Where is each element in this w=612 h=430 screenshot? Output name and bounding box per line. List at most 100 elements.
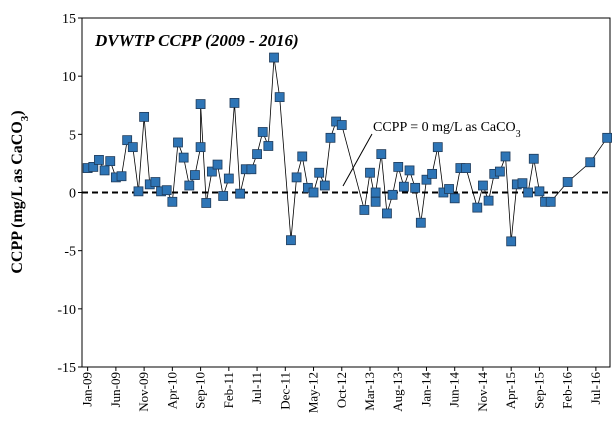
- point-marker: [173, 137, 183, 148]
- point-marker: [494, 166, 505, 177]
- x-tick-label: Mar-13: [362, 372, 377, 411]
- x-tick-label: Jul-16: [588, 372, 603, 405]
- point-marker: [201, 198, 212, 208]
- x-tick-label: Apr-10: [164, 372, 179, 409]
- point-marker: [269, 52, 279, 63]
- point-marker: [246, 164, 257, 175]
- point-marker: [545, 196, 556, 207]
- point-marker: [263, 141, 274, 151]
- point-marker: [195, 142, 206, 153]
- point-marker: [167, 196, 178, 207]
- point-marker: [314, 167, 325, 178]
- x-tick-label: Nov-14: [475, 372, 490, 412]
- annotation-arrow: [342, 133, 373, 187]
- y-tick-label: 5: [69, 128, 76, 143]
- point-marker: [122, 135, 133, 146]
- point-marker: [139, 111, 150, 122]
- point-marker: [88, 162, 99, 172]
- point-marker: [235, 188, 246, 199]
- point-marker: [449, 193, 460, 204]
- point-marker: [393, 162, 404, 172]
- point-marker: [359, 205, 370, 215]
- x-tick-label: May-12: [306, 372, 321, 413]
- point-marker: [257, 127, 268, 137]
- point-marker: [506, 236, 517, 247]
- point-marker: [150, 177, 161, 187]
- x-tick-label: Feb-11: [221, 372, 236, 408]
- point-marker: [195, 99, 206, 109]
- x-tick-label: Jun-14: [447, 372, 462, 408]
- point-marker: [161, 185, 172, 196]
- point-marker: [297, 151, 308, 162]
- x-tick-label: Aug-13: [390, 372, 405, 412]
- series-line: [87, 57, 608, 242]
- point-marker: [212, 159, 223, 170]
- point-marker: [218, 191, 229, 201]
- point-marker: [478, 180, 488, 191]
- y-label-suffix: ): [9, 110, 26, 115]
- point-marker: [415, 217, 426, 228]
- point-marker: [116, 171, 127, 182]
- point-marker: [432, 142, 443, 153]
- point-marker: [472, 202, 483, 213]
- point-marker: [206, 166, 217, 177]
- y-label-subscript: 3: [19, 115, 31, 121]
- point-marker: [184, 180, 195, 191]
- point-marker: [387, 189, 398, 200]
- point-marker: [410, 182, 421, 193]
- point-marker: [105, 156, 116, 166]
- point-marker: [562, 177, 573, 187]
- x-tick-label: Oct-12: [334, 372, 349, 408]
- point-marker: [500, 151, 511, 162]
- point-marker: [94, 155, 104, 165]
- point-marker: [602, 132, 612, 143]
- point-marker: [534, 186, 545, 197]
- point-marker: [376, 149, 387, 160]
- y-tick-label: -15: [57, 361, 76, 376]
- y-tick-label: 10: [62, 70, 76, 85]
- x-tick-label: Sep-15: [531, 372, 546, 409]
- point-marker: [398, 181, 409, 192]
- point-marker: [133, 186, 144, 197]
- point-marker: [421, 174, 432, 185]
- x-tick-label: Sep-10: [193, 372, 208, 409]
- y-tick-label: 0: [69, 187, 76, 202]
- point-marker: [319, 180, 330, 191]
- point-marker: [229, 98, 240, 108]
- annotation-text: CCPP = 0 mg/L as CaCO: [373, 120, 516, 135]
- y-axis-label: CCPP (mg/L as CaCO3): [9, 110, 31, 273]
- point-marker: [252, 149, 262, 160]
- y-tick-label: -5: [64, 245, 76, 260]
- point-marker: [404, 165, 415, 176]
- point-marker: [523, 187, 534, 198]
- point-marker: [382, 208, 392, 219]
- x-tick-label: Jan-09: [80, 372, 95, 407]
- x-tick-label: Nov-09: [136, 372, 151, 412]
- y-tick-label: 15: [62, 12, 76, 27]
- point-marker: [365, 167, 375, 178]
- x-tick-label: Jun-09: [108, 372, 123, 407]
- point-marker: [223, 173, 234, 184]
- chart-title: DVWTP CCPP (2009 - 2016): [94, 31, 299, 50]
- point-marker: [286, 235, 296, 246]
- x-tick-label: Jul-11: [249, 372, 264, 404]
- y-tick-label: -10: [57, 303, 76, 318]
- point-marker: [370, 187, 381, 198]
- point-marker: [274, 92, 285, 103]
- point-marker: [427, 168, 438, 179]
- point-marker: [461, 163, 471, 173]
- point-marker: [325, 132, 336, 143]
- y-label-text: CCPP (mg/L as CaCO: [9, 121, 26, 273]
- x-tick-label: Jan-14: [418, 372, 433, 407]
- point-marker: [127, 142, 138, 153]
- point-marker: [517, 178, 528, 189]
- point-marker: [178, 152, 189, 163]
- point-marker: [99, 165, 110, 176]
- x-tick-label: Dec-11: [277, 372, 292, 410]
- point-marker: [444, 184, 454, 194]
- x-tick-label: Apr-15: [503, 372, 518, 409]
- point-marker: [585, 157, 596, 168]
- point-marker: [483, 195, 494, 206]
